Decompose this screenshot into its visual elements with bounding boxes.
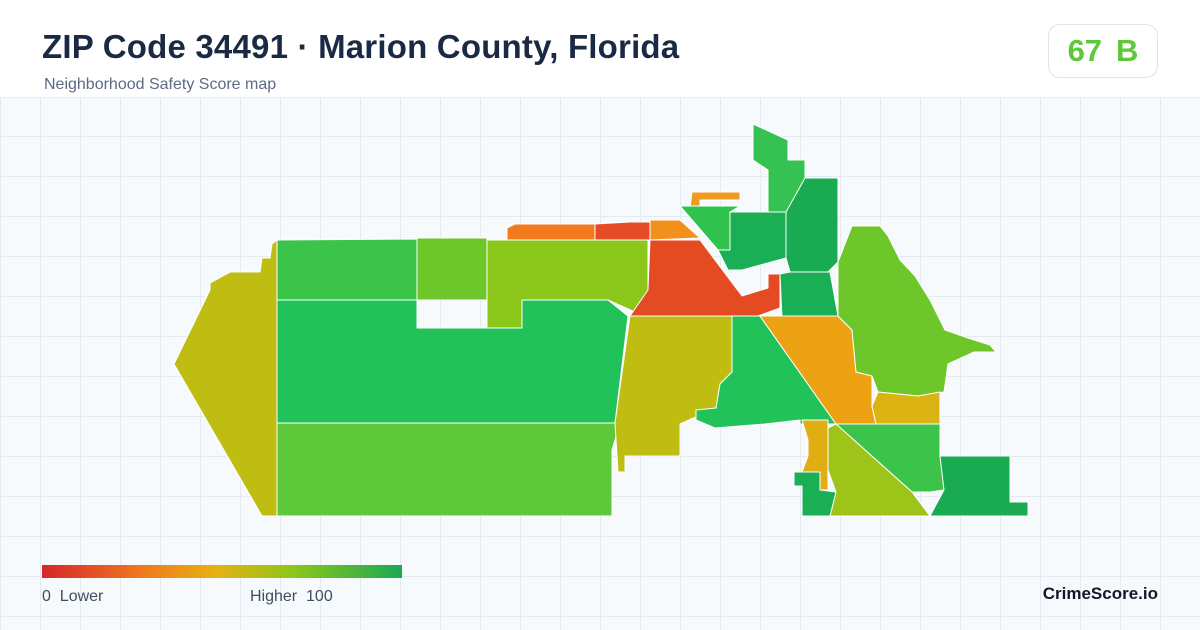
legend-max-value: 100 [306, 588, 333, 605]
map-region[interactable] [276, 422, 621, 517]
map-region[interactable] [594, 221, 651, 241]
map-region[interactable] [276, 299, 629, 424]
map-region[interactable] [929, 455, 1029, 517]
map-region[interactable] [827, 423, 931, 517]
header-band [0, 0, 1200, 98]
map-region[interactable] [837, 225, 997, 397]
map-region[interactable] [614, 315, 733, 473]
map-region[interactable] [871, 391, 941, 425]
page-title: ZIP Code 34491 · Marion County, Florida [42, 28, 680, 65]
brand-logo-text: CrimeScore.io [1042, 584, 1158, 603]
safety-score-badge: 67 B [1048, 24, 1158, 78]
safety-score-value: 67 [1067, 33, 1103, 68]
map-region[interactable] [416, 237, 488, 301]
legend-min-value: 0 [42, 588, 51, 605]
legend-gradient-bar [42, 565, 402, 578]
map-region[interactable] [793, 471, 837, 517]
safety-score-grade: B [1116, 33, 1139, 68]
legend-max-text: Higher [250, 588, 298, 605]
page-subtitle: Neighborhood Safety Score map [44, 76, 277, 93]
legend-min-text: Lower [59, 588, 104, 605]
map-region[interactable] [649, 219, 701, 241]
legend-max: Higher 100 [250, 588, 333, 606]
map-region[interactable] [276, 238, 418, 301]
legend-min: 0 Lower [42, 588, 103, 606]
map-region[interactable] [173, 239, 278, 517]
map-region[interactable] [506, 223, 596, 241]
map-region[interactable] [779, 271, 839, 319]
